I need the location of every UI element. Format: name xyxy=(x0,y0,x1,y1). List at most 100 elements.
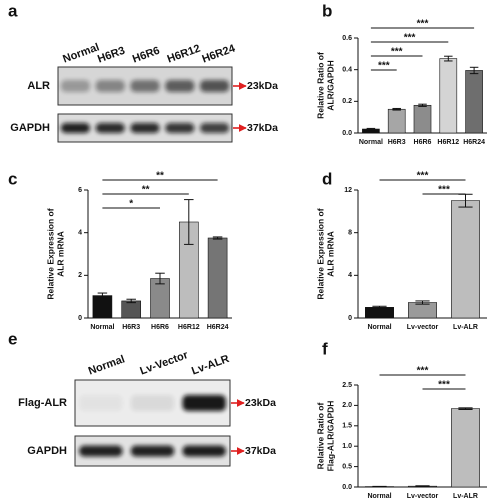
bar xyxy=(408,302,437,319)
y-tick-label: 0.6 xyxy=(342,35,352,42)
blot-band xyxy=(199,123,230,133)
marker-label: 37kDa xyxy=(247,122,278,134)
row-label: Flag-ALR xyxy=(18,397,67,409)
lane-label: H6R3 xyxy=(96,45,127,66)
error-bar xyxy=(155,272,165,285)
blot-band xyxy=(165,80,195,92)
y-axis-label: Relative Expression of xyxy=(315,208,325,299)
row-label: GAPDH xyxy=(10,122,50,134)
marker-label: 23kDa xyxy=(245,397,276,409)
panel-label: c xyxy=(8,169,17,188)
blot-band xyxy=(182,445,226,457)
x-tick-label: H6R3 xyxy=(388,139,406,146)
error-bar xyxy=(469,66,479,75)
significance-label: *** xyxy=(417,366,429,377)
blot-band xyxy=(60,80,91,92)
x-tick-label: Normal xyxy=(359,139,383,146)
blot-band xyxy=(165,123,195,133)
y-tick-label: 8 xyxy=(348,230,352,237)
marker-label: 23kDa xyxy=(247,80,278,92)
y-axis-label: Relative Ratio of xyxy=(315,52,325,119)
x-tick-label: Lv-ALR xyxy=(453,324,478,331)
bar xyxy=(451,408,480,488)
x-tick-label: H6R12 xyxy=(437,139,459,146)
blot-band xyxy=(130,395,175,411)
row-label: ALR xyxy=(27,80,50,92)
significance-label: *** xyxy=(404,33,416,44)
bar xyxy=(451,200,480,319)
y-tick-label: 1.0 xyxy=(342,443,352,450)
blot-band xyxy=(182,395,226,411)
bar xyxy=(465,70,483,134)
significance-label: *** xyxy=(378,61,390,72)
y-tick-label: 0.4 xyxy=(342,67,352,74)
y-tick-label: 12 xyxy=(344,187,352,194)
marker-label: 37kDa xyxy=(245,445,276,457)
significance-label: *** xyxy=(417,171,429,182)
panel-label: d xyxy=(322,169,332,188)
x-tick-label: H6R6 xyxy=(414,139,432,146)
y-axis-label: Relative Ratio of xyxy=(315,403,325,470)
error-bar xyxy=(415,485,430,488)
significance-label: *** xyxy=(417,19,429,30)
x-tick-label: Lv-ALR xyxy=(453,493,478,500)
x-tick-label: Normal xyxy=(90,324,114,331)
blot-band xyxy=(60,123,91,133)
y-tick-label: 4 xyxy=(78,230,82,237)
y-tick-label: 6 xyxy=(78,187,82,194)
panel-label: e xyxy=(8,329,17,348)
blot-band xyxy=(95,123,125,133)
panel-label: a xyxy=(8,1,18,20)
lane-label: Lv-ALR xyxy=(190,353,231,378)
blot-band xyxy=(79,395,123,411)
lane-label: H6R6 xyxy=(131,45,162,66)
y-tick-label: 2 xyxy=(78,272,82,279)
bar xyxy=(365,307,394,319)
error-bar xyxy=(97,292,108,299)
error-bar xyxy=(184,199,194,245)
y-tick-label: 0.2 xyxy=(342,98,352,105)
significance-label: *** xyxy=(438,185,450,196)
error-bar xyxy=(392,107,401,111)
bar xyxy=(121,300,142,319)
y-axis-label: Relative Expression of xyxy=(45,208,55,299)
significance-label: *** xyxy=(438,380,450,391)
error-bar xyxy=(366,127,376,131)
panel-label: b xyxy=(322,1,332,20)
x-tick-label: H6R3 xyxy=(122,324,140,331)
error-bar xyxy=(126,298,136,304)
panel-label: f xyxy=(322,339,328,358)
error-bar xyxy=(212,236,223,240)
blot-band xyxy=(199,80,230,92)
error-bar xyxy=(415,300,430,305)
y-tick-label: 0 xyxy=(78,315,82,322)
x-tick-label: H6R12 xyxy=(178,324,200,331)
significance-label: *** xyxy=(391,47,403,58)
error-bar xyxy=(444,55,453,62)
blot-band xyxy=(130,80,160,92)
lane-label: H6R12 xyxy=(166,43,202,66)
significance-label: ** xyxy=(156,171,164,182)
y-axis-label: Flag-ALR/GAPDH xyxy=(325,401,335,472)
x-tick-label: Normal xyxy=(367,324,391,331)
y-tick-label: 1.5 xyxy=(342,423,352,430)
blot-band xyxy=(130,445,175,457)
lane-label: H6R24 xyxy=(201,42,238,65)
y-axis-label: ALR mRNA xyxy=(325,231,335,277)
y-tick-label: 2.5 xyxy=(342,382,352,389)
error-bar xyxy=(418,103,427,107)
y-tick-label: 0 xyxy=(348,315,352,322)
bar xyxy=(387,108,406,134)
y-tick-label: 4 xyxy=(348,272,352,279)
significance-label: * xyxy=(129,199,133,210)
bar xyxy=(439,58,458,134)
significance-label: ** xyxy=(142,185,150,196)
y-tick-label: 2.0 xyxy=(342,402,352,409)
row-label: GAPDH xyxy=(27,445,67,457)
x-tick-label: Lv-vector xyxy=(407,493,439,500)
y-tick-label: 0.5 xyxy=(342,463,352,470)
error-bar xyxy=(458,407,473,410)
x-tick-label: H6R24 xyxy=(463,139,485,146)
x-tick-label: H6R24 xyxy=(207,324,229,331)
lane-label: Normal xyxy=(61,41,101,65)
